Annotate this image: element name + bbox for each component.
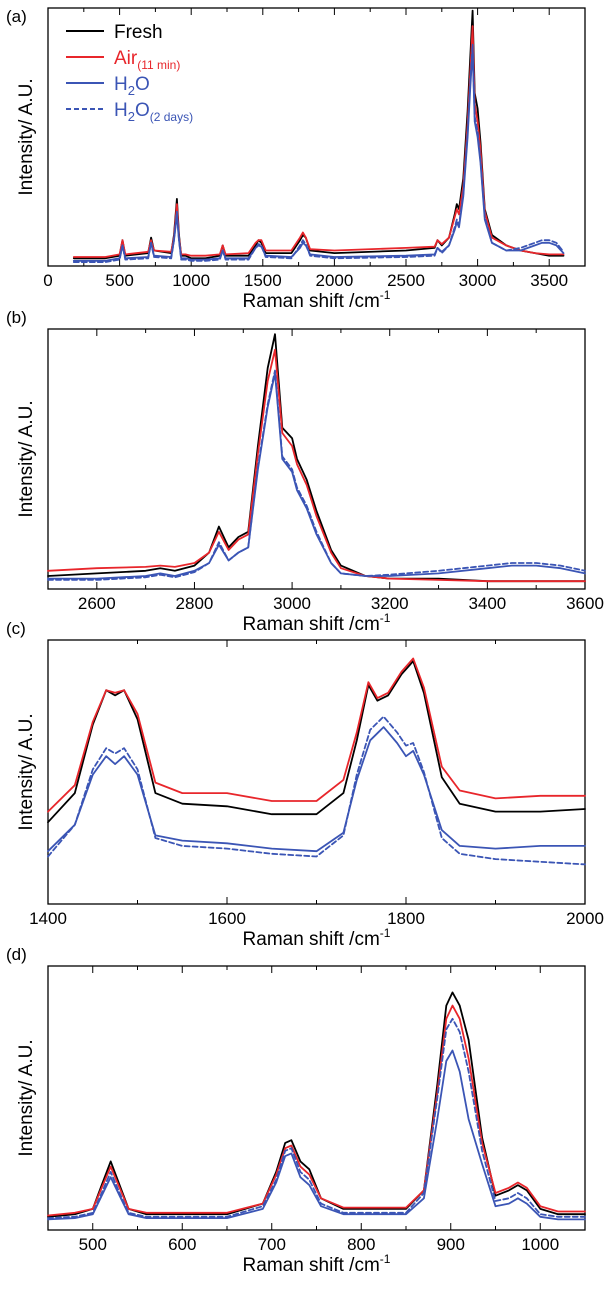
x-tick-label: 3600 bbox=[566, 594, 604, 613]
series-line-h2o-2-days bbox=[47, 715, 586, 866]
x-tick-label: 1000 bbox=[172, 271, 210, 290]
y-axis-title: Intensity/ A.U. bbox=[16, 1039, 37, 1156]
x-tick-label: 2800 bbox=[176, 594, 214, 613]
plot-frame bbox=[47, 7, 586, 267]
x-axis-title: Raman shift /cm-1 bbox=[243, 1252, 391, 1276]
x-tick-label: 3200 bbox=[371, 594, 409, 613]
legend-entry: H2O(2 days) bbox=[114, 100, 193, 124]
x-tick-label: 1500 bbox=[244, 271, 282, 290]
panel-label: (a) bbox=[6, 7, 27, 26]
x-tick-label: 1400 bbox=[29, 909, 67, 928]
series-line-air-11-min bbox=[47, 348, 586, 583]
plot-frame bbox=[47, 639, 586, 905]
panel-label: (d) bbox=[6, 945, 27, 964]
y-axis-title: Intensity/ A.U. bbox=[16, 713, 37, 830]
panel-d: 500 600 700 800 900 1000 Raman shift /cm-1 Inte… bbox=[6, 945, 586, 1276]
series-line-h2o bbox=[47, 726, 586, 853]
x-tick-label: 700 bbox=[258, 1235, 286, 1254]
panel-c: 1400 1600 1800 2000 Raman shift /cm-1 Intensi… bbox=[6, 619, 604, 950]
panel-a: 0 500 1000 1500 2000 2500 3000 3500 Raman shift … bbox=[6, 7, 586, 312]
legend-entry: Air(11 min) bbox=[114, 48, 180, 72]
x-axis-title: Raman shift /cm-1 bbox=[243, 926, 391, 950]
series-line-air-11-min bbox=[47, 657, 586, 813]
x-tick-label: 2000 bbox=[566, 909, 604, 928]
series-line-h2o-2-days bbox=[47, 1017, 586, 1219]
x-tick-label: 0 bbox=[43, 271, 52, 290]
series-line-fresh bbox=[47, 991, 586, 1218]
series-line-h2o-2-days bbox=[47, 369, 586, 581]
x-tick-label: 1800 bbox=[387, 909, 425, 928]
series-line-h2o-2-days bbox=[72, 43, 565, 264]
panel-b: 2600 2800 3000 3200 3400 3600 Raman shift /cm-… bbox=[6, 308, 604, 635]
y-axis-title: Intensity/ A.U. bbox=[16, 78, 37, 195]
x-tick-label: 3400 bbox=[468, 594, 506, 613]
series-line-fresh bbox=[47, 333, 586, 583]
x-tick-label: 1000 bbox=[521, 1235, 559, 1254]
series-line-h2o bbox=[47, 1049, 586, 1221]
panel-label: (c) bbox=[6, 619, 26, 638]
x-tick-label: 2500 bbox=[387, 271, 425, 290]
panel-label: (b) bbox=[6, 308, 27, 327]
x-tick-label: 800 bbox=[347, 1235, 375, 1254]
x-tick-label: 900 bbox=[437, 1235, 465, 1254]
x-tick-label: 1600 bbox=[208, 909, 246, 928]
x-axis-title: Raman shift /cm-1 bbox=[243, 611, 391, 635]
legend-entry: Fresh bbox=[114, 22, 163, 43]
series-line-fresh bbox=[47, 660, 586, 824]
x-tick-label: 3000 bbox=[459, 271, 497, 290]
y-axis-title: Intensity/ A.U. bbox=[16, 400, 37, 517]
series-line-h2o bbox=[47, 372, 586, 580]
x-tick-label: 500 bbox=[105, 271, 133, 290]
legend-entry: H2O bbox=[114, 74, 150, 98]
series-line-air-11-min bbox=[47, 1004, 586, 1217]
series-line-fresh bbox=[72, 9, 565, 260]
x-tick-label: 2000 bbox=[315, 271, 353, 290]
x-tick-label: 3500 bbox=[530, 271, 568, 290]
x-tick-label: 500 bbox=[79, 1235, 107, 1254]
x-axis-title: Raman shift /cm-1 bbox=[243, 288, 391, 312]
x-tick-label: 3000 bbox=[273, 594, 311, 613]
plot-frame bbox=[47, 328, 586, 590]
x-tick-label: 600 bbox=[168, 1235, 196, 1254]
x-tick-label: 2600 bbox=[78, 594, 116, 613]
